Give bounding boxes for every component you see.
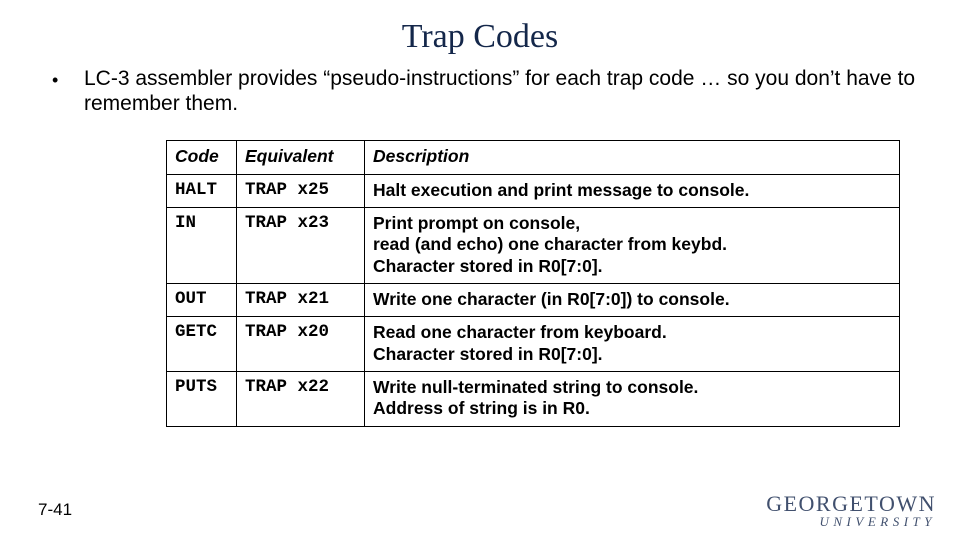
slide-body: • LC-3 assembler provides “pseudo-instru… [0,66,960,427]
trap-codes-table: Code Equivalent Description HALT TRAP x2… [166,140,900,426]
table-header-row: Code Equivalent Description [167,141,900,174]
cell-description: Write null-terminated string to console.… [365,372,900,427]
header-equivalent: Equivalent [237,141,365,174]
cell-code: GETC [167,317,237,372]
logo-line1: GEORGETOWN [766,493,936,515]
cell-equivalent: TRAP x22 [237,372,365,427]
cell-code: PUTS [167,372,237,427]
logo-line2: UNIVERSITY [766,515,936,528]
cell-equivalent: TRAP x20 [237,317,365,372]
cell-code: IN [167,208,237,284]
table-row: OUT TRAP x21 Write one character (in R0[… [167,284,900,317]
cell-equivalent: TRAP x21 [237,284,365,317]
table-row: IN TRAP x23 Print prompt on console,read… [167,208,900,284]
header-code: Code [167,141,237,174]
bullet-marker: • [52,66,84,94]
bullet-text: LC-3 assembler provides “pseudo-instruct… [84,66,932,116]
table-row: PUTS TRAP x22 Write null-terminated stri… [167,372,900,427]
cell-equivalent: TRAP x23 [237,208,365,284]
header-description: Description [365,141,900,174]
table-row: GETC TRAP x20 Read one character from ke… [167,317,900,372]
slide-number: 7-41 [38,500,72,520]
bullet-item: • LC-3 assembler provides “pseudo-instru… [52,66,932,116]
cell-description: Halt execution and print message to cons… [365,174,900,207]
trap-codes-table-container: Code Equivalent Description HALT TRAP x2… [166,140,900,426]
cell-description: Print prompt on console,read (and echo) … [365,208,900,284]
table-row: HALT TRAP x25 Halt execution and print m… [167,174,900,207]
cell-equivalent: TRAP x25 [237,174,365,207]
cell-code: OUT [167,284,237,317]
georgetown-logo: GEORGETOWN UNIVERSITY [766,493,936,528]
cell-description: Write one character (in R0[7:0]) to cons… [365,284,900,317]
cell-code: HALT [167,174,237,207]
slide-title: Trap Codes [0,0,960,66]
cell-description: Read one character from keyboard.Charact… [365,317,900,372]
